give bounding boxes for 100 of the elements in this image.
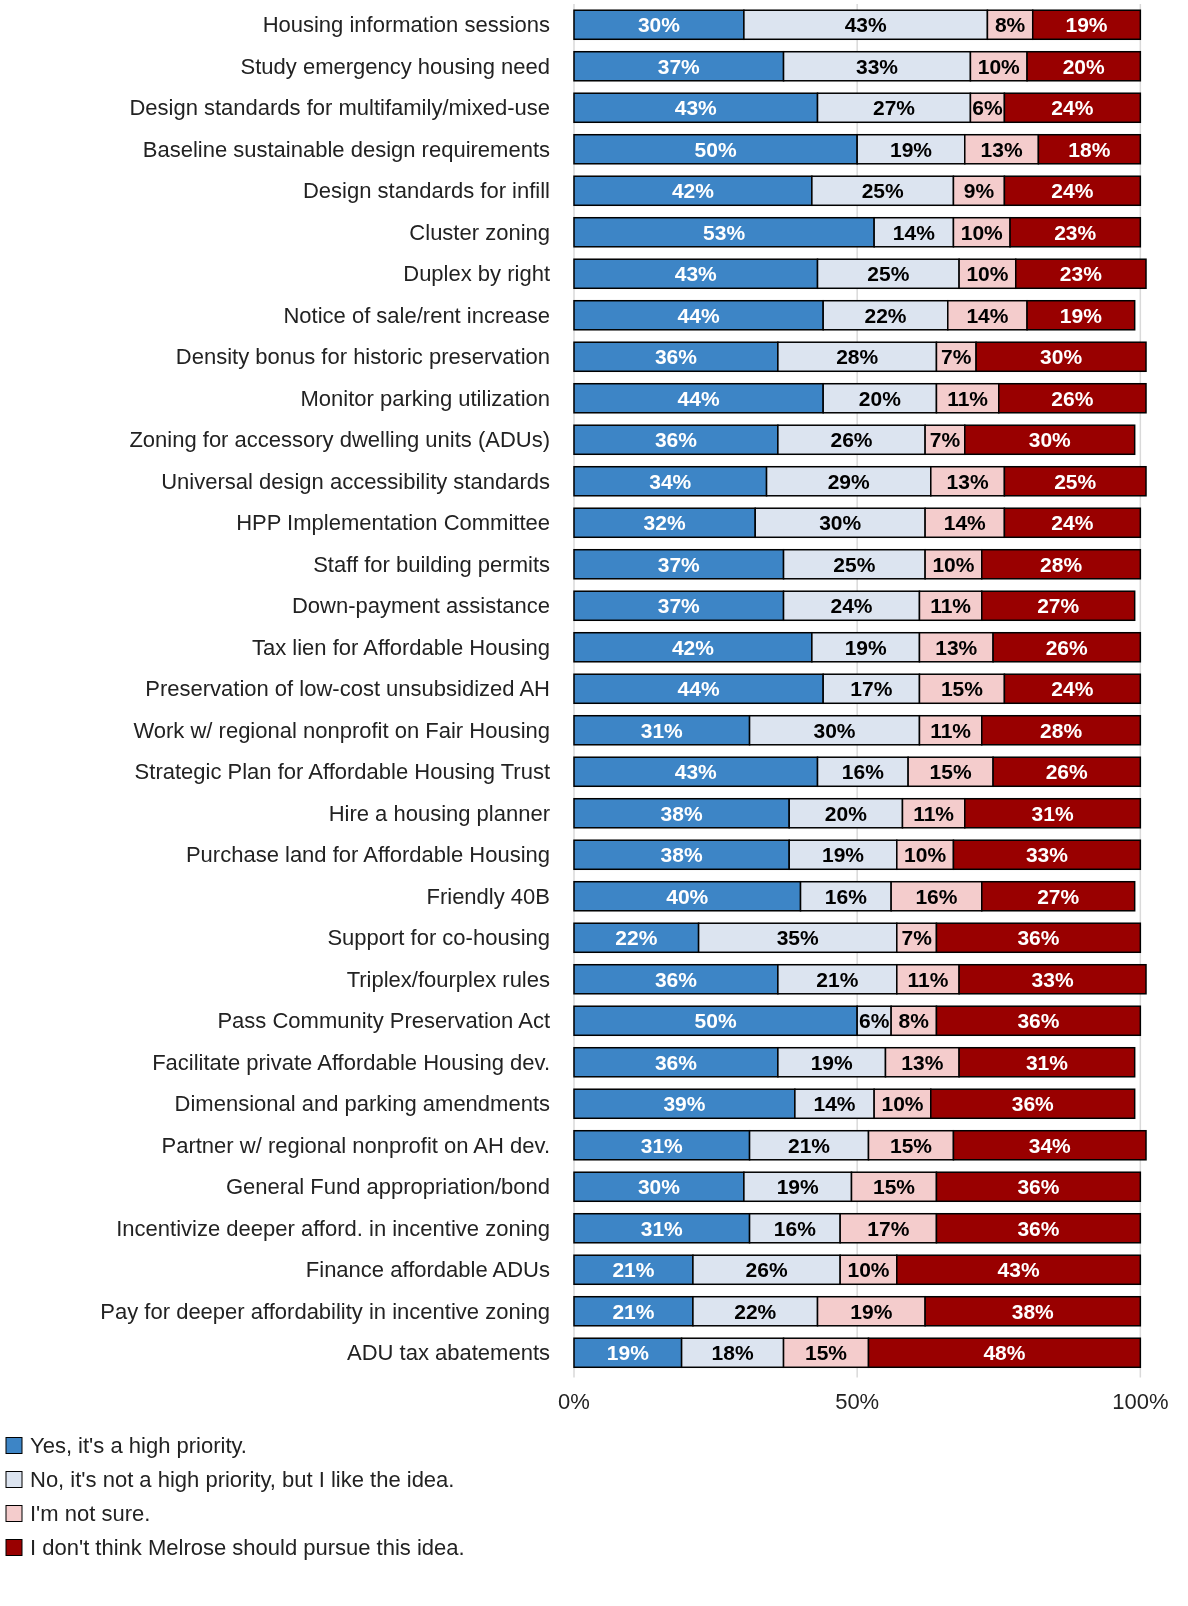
data-label: 19% [850,1299,893,1323]
data-label: 23% [1059,262,1103,286]
data-label: 29% [827,469,871,493]
y-tick-label: Strategic Plan for Affordable Housing Trust [134,759,550,785]
data-label: 14% [966,303,1009,327]
data-label: 8% [898,1009,930,1033]
y-tick-label: Duplex by right [403,261,550,287]
data-label: 24% [1051,179,1094,203]
data-label: 36% [654,345,698,369]
data-label: 36% [1017,1175,1060,1199]
y-tick-label: Baseline sustainable design requirements [142,136,550,162]
data-label: 7% [941,345,972,369]
y-tick-label: Dimensional and parking amendments [174,1091,550,1117]
data-label: 19% [1059,303,1103,327]
y-tick-label: Housing information sessions [262,12,550,38]
y-tick-label: Finance affordable ADUs [305,1257,550,1283]
y-tick-label: Work w/ regional nonprofit on Fair Housing [133,717,550,743]
data-label: 26% [745,1258,788,1282]
data-label: 14% [892,220,936,244]
y-tick-label: Triplex/fourplex rules [346,966,550,992]
data-label: 17% [850,677,893,701]
data-label: 10% [977,54,1021,78]
data-label: 26% [830,428,873,452]
data-label: 14% [943,511,987,535]
data-label: 22% [864,303,907,327]
y-tick-label: Staff for building permits [313,551,550,577]
y-tick-label: Friendly 40B [426,883,550,909]
data-label: 37% [657,552,701,576]
data-label: 31% [1031,801,1074,825]
data-label: 38% [1011,1299,1055,1323]
data-label: 7% [901,926,933,950]
y-tick-label: HPP Implementation Committee [236,510,550,536]
data-label: 15% [872,1175,916,1199]
y-tick-label: Incentivize deeper afford. in incentive zoning [116,1215,550,1241]
data-label: 44% [677,303,720,327]
data-label: 9% [963,179,995,203]
data-label: 18% [711,1341,754,1365]
y-tick-label: Down-payment assistance [291,593,550,619]
data-label: 43% [674,262,718,286]
data-label: 30% [1028,428,1072,452]
y-tick-label: Study emergency housing need [240,53,550,79]
data-label: 43% [674,96,718,120]
data-label: 19% [810,1050,854,1074]
data-label: 13% [901,1050,944,1074]
data-label: 11% [913,801,955,825]
data-label: 36% [1017,926,1060,950]
y-tick-label: Pass Community Preservation Act [217,1008,550,1034]
data-label: 31% [640,1216,684,1240]
data-label: 27% [1037,594,1080,618]
data-label: 36% [1011,1092,1055,1116]
data-label: 24% [1051,96,1094,120]
data-label: 21% [816,967,859,991]
y-tick-label: Support for co-housing [327,925,550,951]
data-label: 42% [671,635,715,659]
data-label: 30% [637,13,681,37]
y-tick-label: Pay for deeper affordability in incentive zoning [100,1298,550,1324]
data-label: 31% [1025,1050,1069,1074]
data-label: 16% [841,760,885,784]
data-label: 21% [788,1133,831,1157]
x-tick-label: 0% [558,1389,590,1415]
data-label: 30% [1040,345,1083,369]
y-tick-label: Facilitate private Affordable Housing dev. [152,1049,550,1075]
data-label: 10% [847,1258,890,1282]
data-label: 36% [654,428,698,452]
data-label: 6% [858,1009,890,1033]
data-label: 19% [889,137,933,161]
data-label: 36% [654,1050,698,1074]
data-label: 35% [776,926,820,950]
data-label: 11% [930,718,972,742]
data-label: 43% [844,13,888,37]
data-label: 22% [615,926,658,950]
legend-label: No, it's not a high priority, but I like the idea. [30,1467,455,1493]
data-label: 27% [1037,884,1080,908]
y-tick-label: Preservation of low-cost unsubsidized AH [145,676,550,702]
y-tick-label: Design standards for multifamily/mixed-use [129,95,550,121]
data-label: 10% [966,262,1009,286]
data-label: 16% [915,884,958,908]
data-label: 40% [666,884,709,908]
data-label: 21% [612,1299,655,1323]
data-label: 11% [930,594,972,618]
data-label: 20% [824,801,868,825]
legend-label: I'm not sure. [30,1501,151,1527]
y-tick-label: Notice of sale/rent increase [283,302,550,328]
data-label: 28% [836,345,879,369]
data-label: 18% [1068,137,1111,161]
data-label: 14% [813,1092,856,1116]
data-label: 34% [1028,1133,1072,1157]
y-tick-label: ADU tax abatements [347,1340,550,1366]
data-label: 15% [929,760,972,784]
data-label: 30% [819,511,862,535]
data-label: 16% [773,1216,817,1240]
data-label: 24% [830,594,873,618]
data-label: 6% [972,96,1003,120]
y-tick-label: Monitor parking utilization [300,385,550,411]
y-tick-label: Density bonus for historic preservation [175,344,550,370]
data-label: 48% [983,1341,1026,1365]
x-tick-label: 100% [1112,1389,1169,1415]
data-label: 15% [940,677,984,701]
data-label: 24% [1051,677,1094,701]
y-tick-label: Partner w/ regional nonprofit on AH dev. [161,1132,550,1158]
